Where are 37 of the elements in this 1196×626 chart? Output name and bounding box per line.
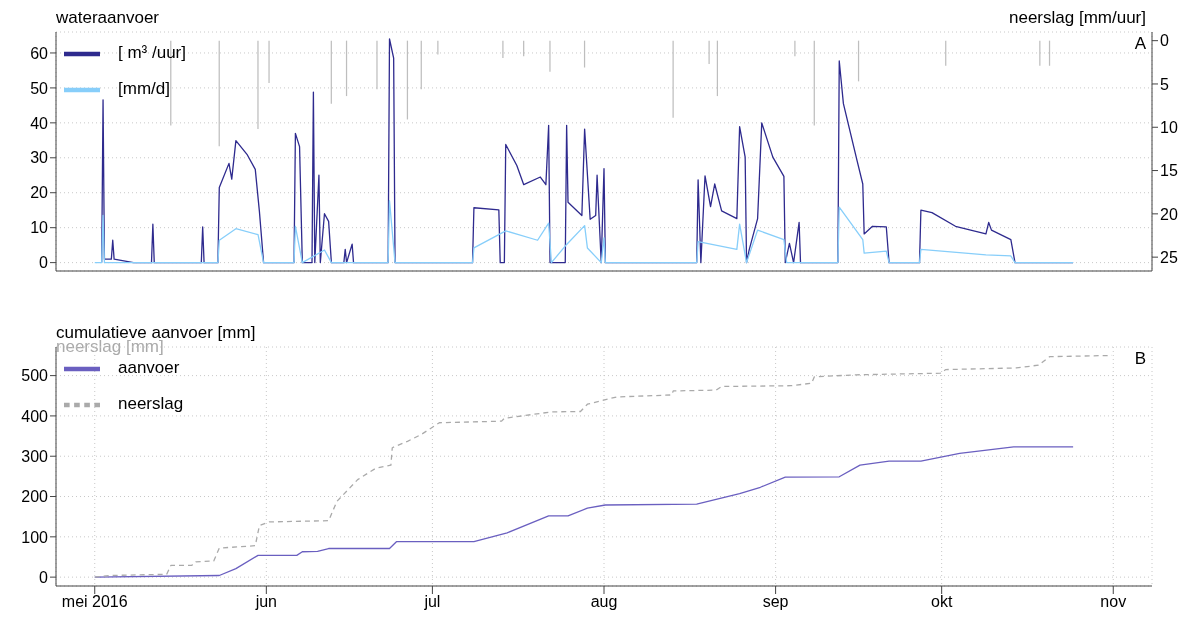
y2-axis-title: neerslag [mm/uur] [1009,8,1146,28]
y-tick-label: 40 [30,114,49,132]
y2-tick-label: 0 [1160,32,1169,50]
y-tick-label: 50 [30,79,49,97]
y-tick-label: 100 [21,528,49,546]
annotation: B [1134,349,1146,369]
y-tick-label: 500 [21,367,49,385]
y-tick-label: 400 [21,407,49,425]
line-series [94,446,1074,578]
y-tick-label: 60 [30,44,49,62]
legend-label: neerslag [118,394,184,414]
legend-label: [ m³ /uur] [118,43,187,63]
y-tick-label: 0 [39,254,49,272]
y2-tick-label: 15 [1160,162,1178,180]
x-tick-label: jun [254,593,278,611]
y-tick-label: 10 [30,219,49,237]
legend-label: [mm/d] [118,79,170,99]
x-tick-label: nov [1100,593,1127,611]
x-tick-label: aug [590,593,618,611]
x-tick-label: sep [762,593,789,611]
y-tick-label: 0 [39,568,49,586]
annotation: A [1134,34,1146,54]
line-series [94,200,1074,264]
x-tick-label: okt [930,593,953,611]
chart-title: wateraanvoer [56,8,160,28]
x-tick-label: mei 2016 [61,593,128,611]
y-tick-label: 30 [30,149,49,167]
y-tick-label: 200 [21,488,49,506]
y-tick-label: 20 [30,184,49,202]
y2-tick-label: 10 [1160,118,1178,136]
chart-subtitle: neerslag [mm] [56,337,164,356]
y2-tick-label: 5 [1160,75,1169,93]
x-tick-label: jul [423,593,441,611]
y2-tick-label: 20 [1160,205,1178,223]
y2-tick-label: 25 [1160,248,1178,266]
legend-label: aanvoer [118,358,180,378]
y-tick-label: 300 [21,447,49,465]
